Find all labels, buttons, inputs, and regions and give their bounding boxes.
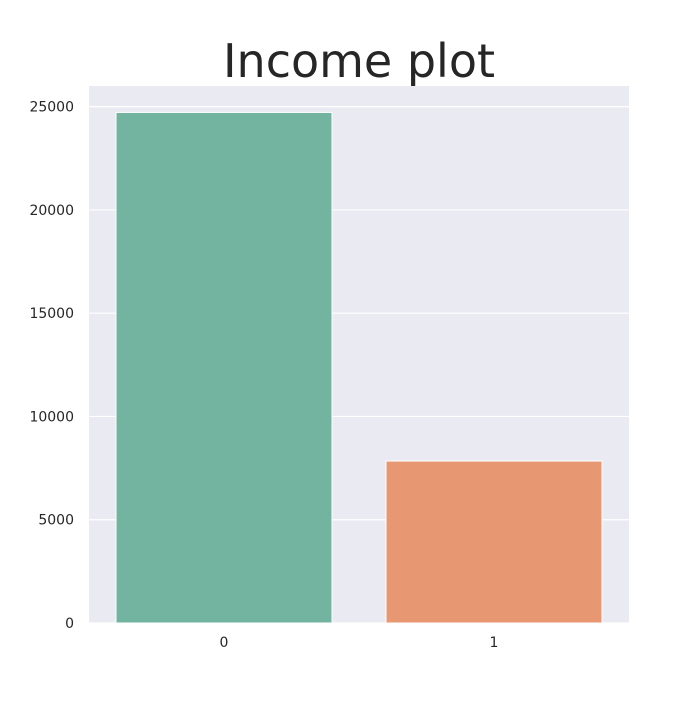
y-tick-label: 10000 bbox=[29, 409, 74, 425]
bar-1 bbox=[385, 460, 603, 624]
y-tick-label: 15000 bbox=[29, 306, 74, 322]
bars bbox=[115, 111, 603, 624]
y-axis-ticks: 0 5000 10000 15000 20000 25000 bbox=[29, 100, 74, 632]
x-tick-label: 1 bbox=[490, 635, 499, 651]
y-tick-label: 20000 bbox=[29, 203, 74, 219]
chart-title: Income plot bbox=[223, 34, 495, 88]
y-tick-label: 0 bbox=[65, 616, 74, 632]
y-tick-label: 25000 bbox=[29, 100, 74, 116]
bar-0 bbox=[115, 111, 333, 624]
x-tick-label: 0 bbox=[220, 635, 229, 651]
y-tick-label: 5000 bbox=[38, 513, 74, 529]
